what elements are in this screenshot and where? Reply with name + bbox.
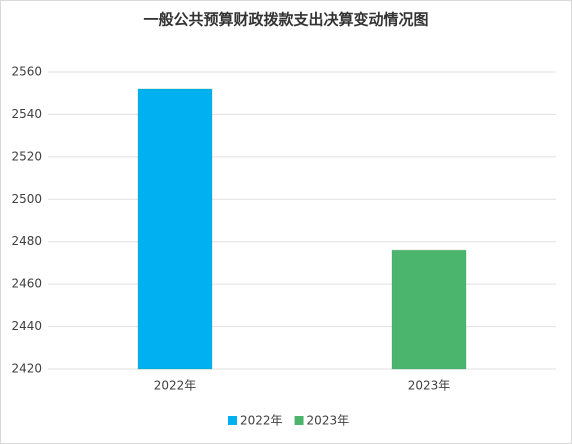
y-tick-label: 2500 — [11, 192, 42, 206]
y-tick-label: 2520 — [11, 149, 42, 163]
bar — [137, 88, 213, 370]
y-tick-label: 2440 — [11, 319, 42, 333]
legend-swatch — [294, 416, 304, 425]
y-tick-label: 2460 — [11, 277, 42, 291]
x-tick-label: 2023年 — [408, 379, 451, 393]
y-tick-label: 2480 — [11, 234, 42, 248]
y-tick-label: 2560 — [11, 65, 42, 79]
legend-label: 2023年 — [307, 414, 350, 428]
chart-title: 一般公共预算财政拨款支出决算变动情况图 — [143, 11, 428, 29]
legend-swatch — [228, 416, 237, 425]
x-tick-label: 2022年 — [154, 379, 197, 393]
bar — [391, 249, 467, 370]
y-tick-label: 2420 — [11, 362, 42, 376]
y-tick-label: 2540 — [11, 107, 42, 121]
legend-label: 2022年 — [240, 414, 283, 428]
